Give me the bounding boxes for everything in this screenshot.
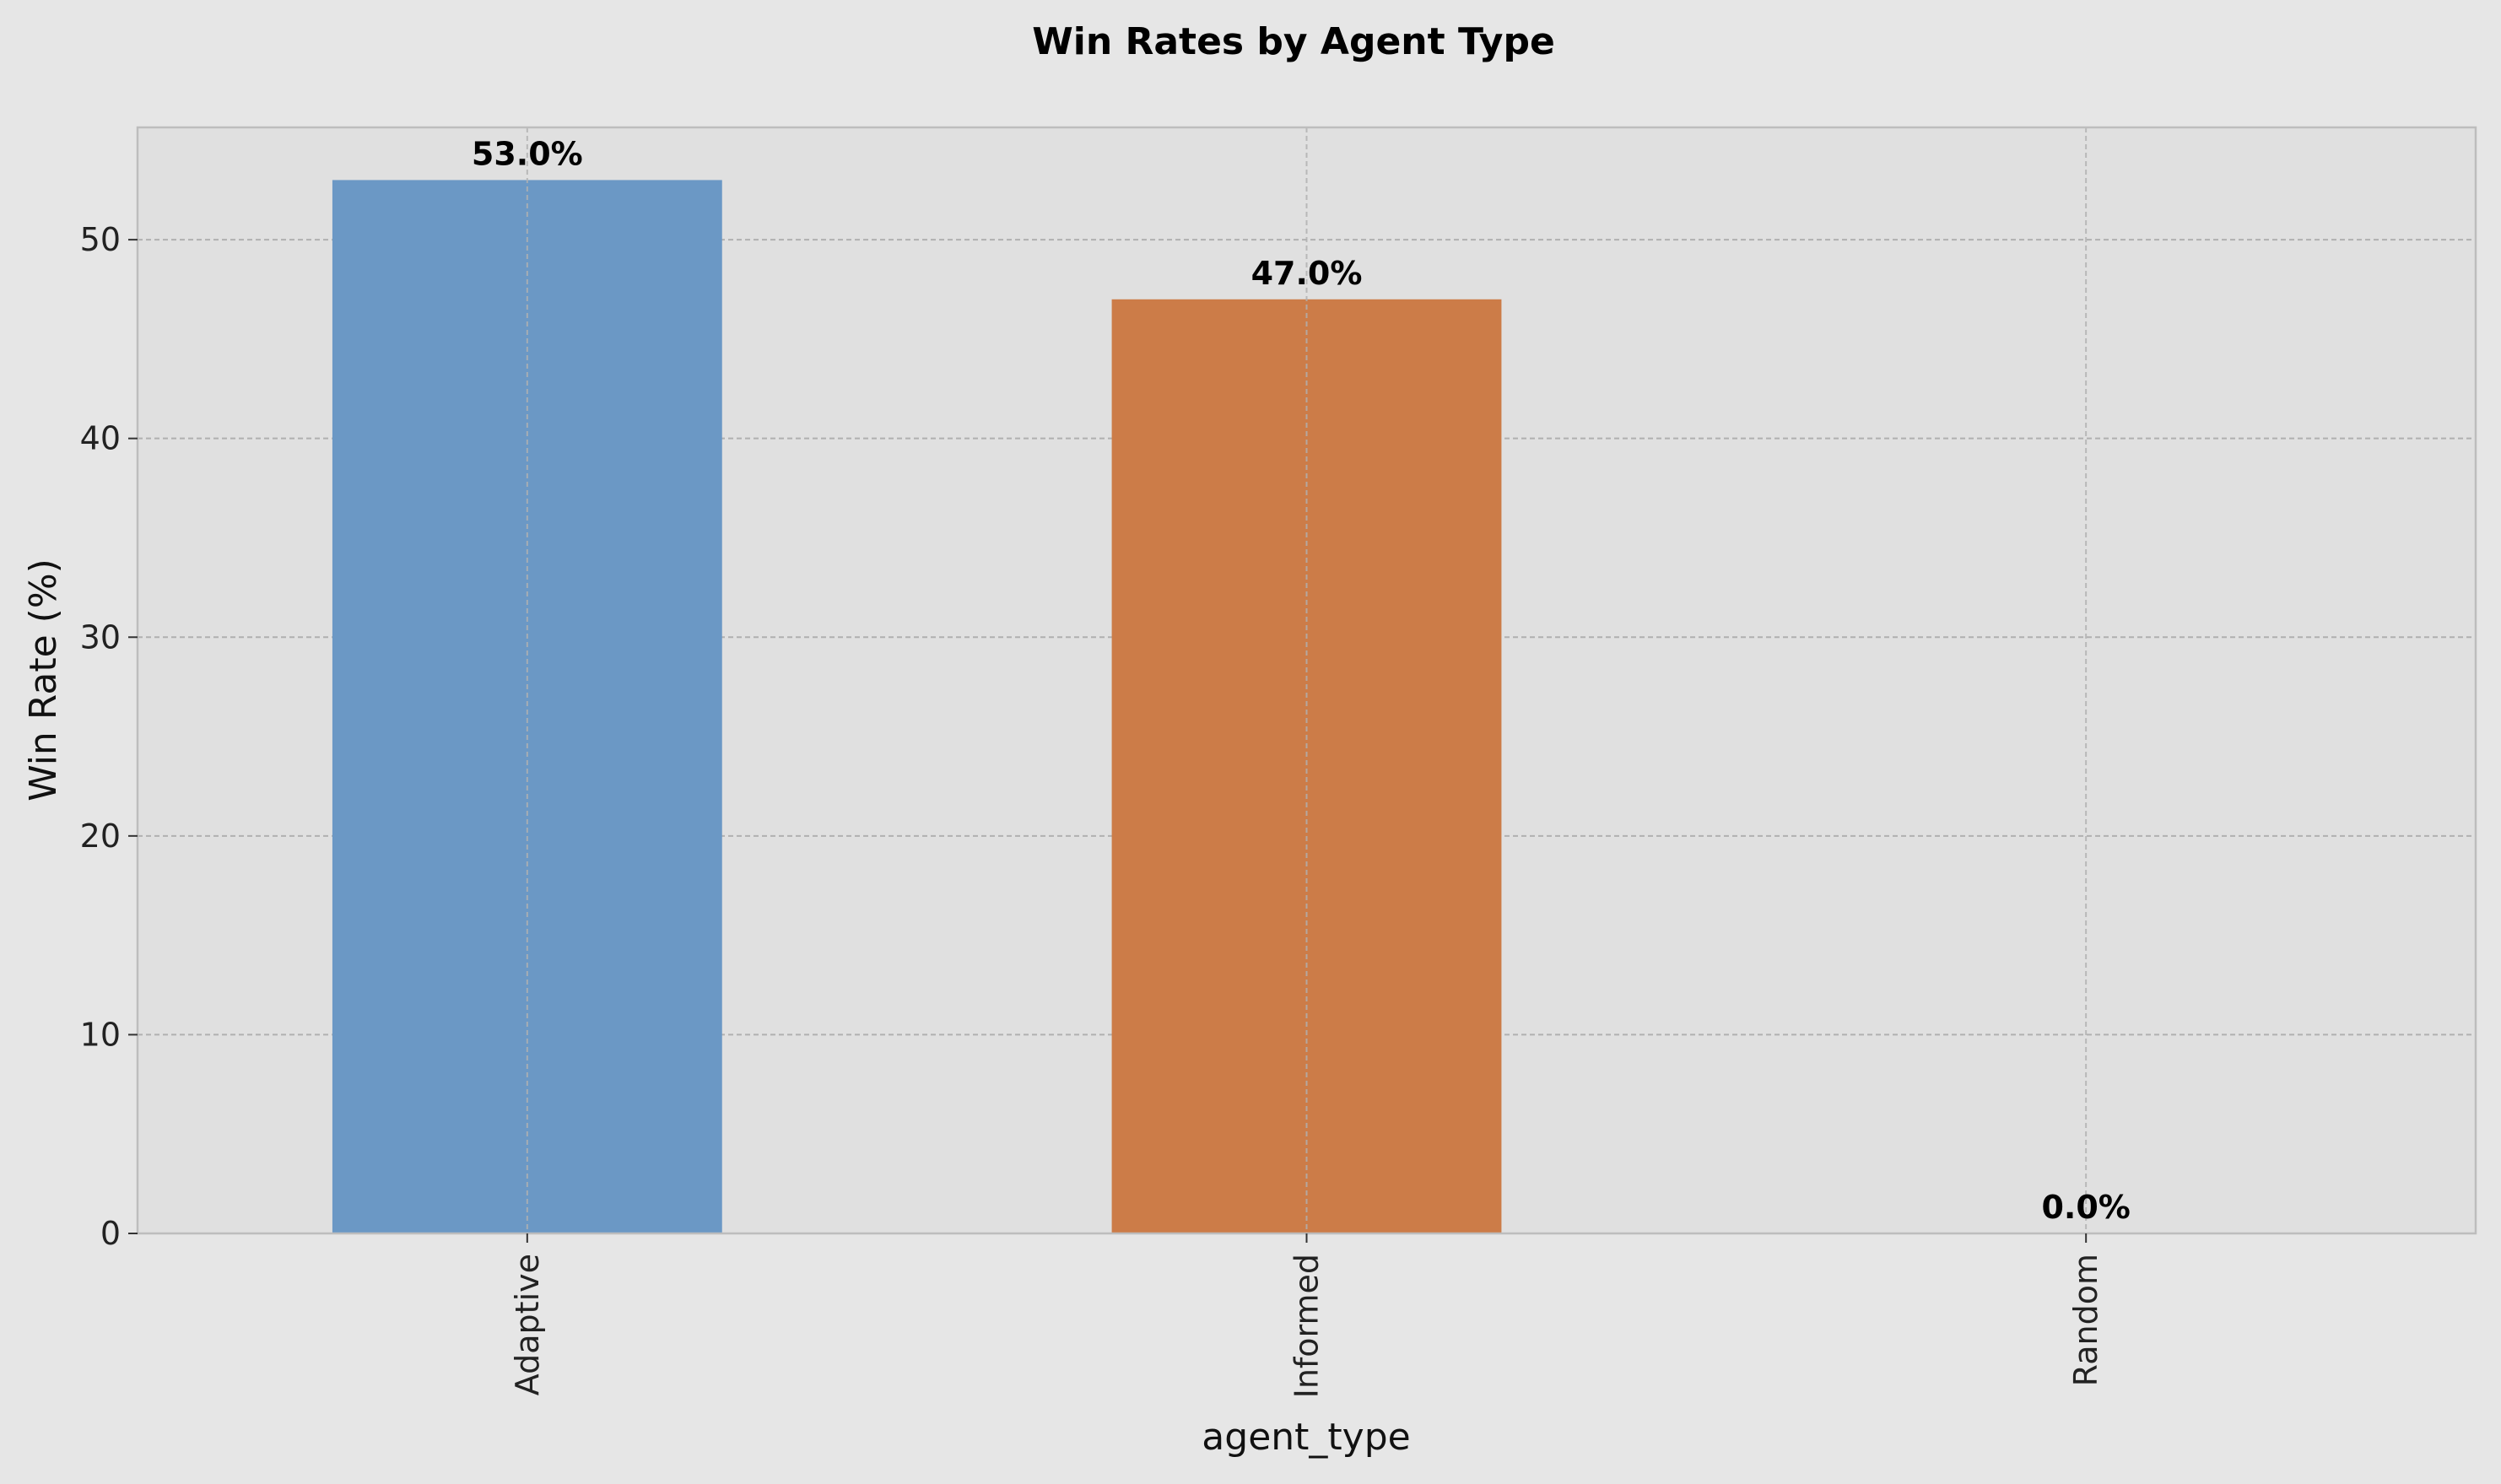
y-tick-label: 20	[80, 818, 121, 855]
y-tick-label: 40	[80, 420, 121, 457]
data-labels: 53.0% 47.0% 0.0%	[472, 135, 2131, 1226]
y-axis-label: Win Rate (%)	[22, 559, 65, 801]
x-axis-ticks: Adaptive Informed Random	[509, 1233, 2104, 1398]
x-tick-label-informed: Informed	[1288, 1254, 1326, 1398]
y-tick-label: 10	[80, 1016, 121, 1053]
data-label-random: 0.0%	[2041, 1189, 2130, 1226]
chart-title: Win Rates by Agent Type	[1032, 20, 1555, 63]
y-tick-label: 0	[100, 1215, 121, 1252]
y-axis-ticks: 0 10 20 30 40 50	[80, 221, 138, 1252]
y-tick-label: 50	[80, 221, 121, 258]
data-label-adaptive: 53.0%	[472, 135, 583, 172]
vertical-grid-lines	[526, 127, 2088, 1233]
x-tick-label-random: Random	[2067, 1254, 2104, 1386]
data-label-informed: 47.0%	[1251, 255, 1363, 292]
y-tick-label: 30	[80, 618, 121, 656]
x-tick-label-adaptive: Adaptive	[509, 1254, 546, 1395]
x-axis-label: agent_type	[1202, 1416, 1410, 1459]
bar-informed	[1111, 299, 1502, 1234]
